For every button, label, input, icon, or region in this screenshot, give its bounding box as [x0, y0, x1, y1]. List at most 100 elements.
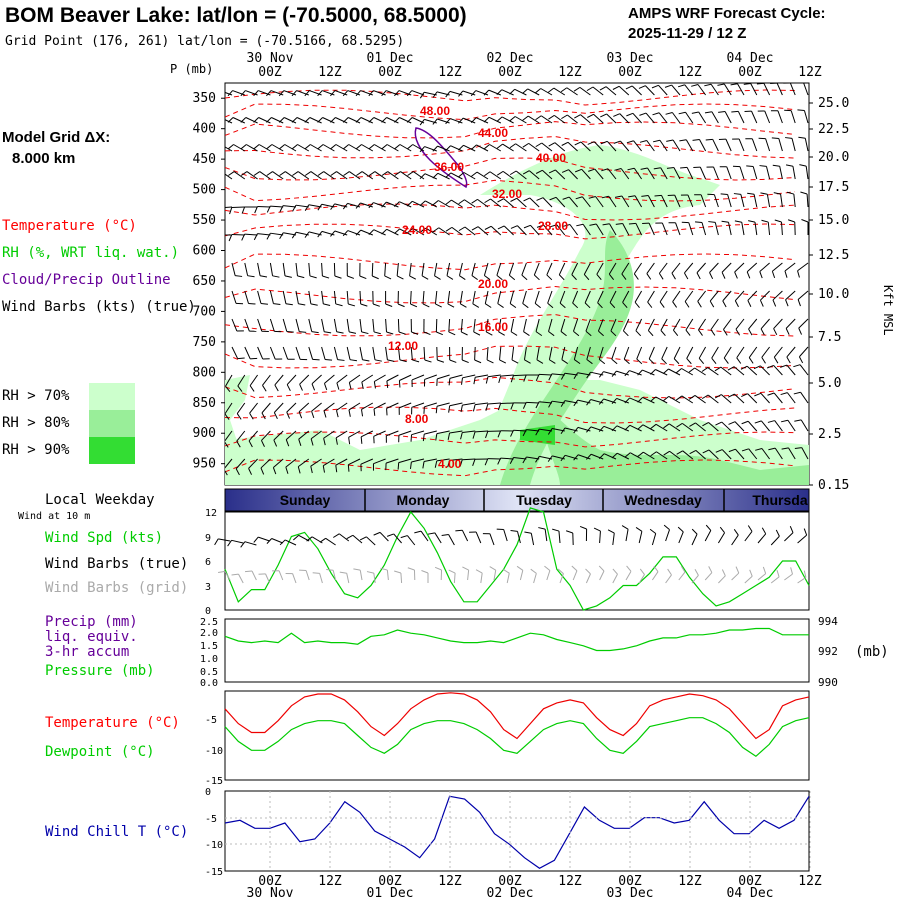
pressure-panel-frame [224, 618, 810, 683]
wind-barb [258, 144, 271, 152]
wind-barb-flag [254, 206, 258, 214]
wind-barb [308, 318, 313, 332]
wind-barb-flag [266, 90, 272, 97]
wind-barb-flag [672, 301, 678, 308]
wind-barb [645, 112, 655, 124]
wind-barb-flag [708, 221, 716, 223]
wind-barb [298, 430, 310, 440]
wind-barb [308, 204, 322, 208]
wind-barb-flag [736, 357, 742, 364]
wind-barb [372, 346, 376, 360]
wind-barb-flag [611, 370, 617, 377]
wind-barb-flag [562, 196, 570, 200]
wind-barb-flag [381, 171, 389, 176]
wind-barb [561, 346, 566, 360]
wind-barb [488, 116, 502, 124]
wind-barb-flag [498, 331, 505, 336]
wind-barb-flag [432, 200, 439, 206]
wind-barb [548, 318, 553, 332]
temperature-contour [225, 313, 796, 337]
wind-barb-flag [799, 164, 807, 167]
wind-barb-grid-flag [735, 566, 740, 574]
wind-barb-flag [586, 359, 593, 365]
wind-barb-flag [435, 433, 438, 441]
wind-barb [464, 199, 476, 208]
wind-barb [232, 117, 246, 124]
wind-barb-true-flag [373, 531, 381, 536]
wind-barb-flag [561, 359, 568, 364]
temperature-contour-label: 8.00 [405, 412, 429, 426]
wind-barb-flag [664, 84, 672, 88]
wind-barb-flag [680, 166, 688, 169]
wind-barb-true-flag [579, 525, 587, 530]
wind-barb-flag [698, 357, 705, 365]
wind-barb-flag [663, 423, 670, 429]
wind-barb-flag [272, 467, 277, 475]
wind-barb [721, 421, 732, 432]
wind-barb-flag [394, 90, 400, 97]
wind-barb-flag [459, 459, 463, 467]
series-line-1 [224, 717, 810, 758]
wind-barb-true [338, 533, 350, 542]
wind-barb [568, 169, 578, 180]
wind-barb-flag [648, 358, 655, 365]
wind-barb-flag [798, 327, 803, 335]
wind-barb-true [797, 534, 807, 544]
wind-barb-flag [434, 275, 441, 280]
wind-barb-true [218, 538, 231, 542]
pressure-tick-label: 600 [193, 244, 216, 259]
wind-barb [438, 200, 450, 208]
wind-barb [413, 171, 425, 180]
wind-barb [801, 447, 809, 460]
wind-barb [373, 117, 386, 124]
legend-wind-barbs-grid: Wind Barbs (grid) [45, 580, 188, 596]
wind-barb [773, 392, 783, 404]
wind-barb-flag [334, 275, 342, 279]
wind-barb [297, 171, 310, 180]
wind-barb [225, 146, 233, 152]
wind-barb [673, 167, 681, 180]
wind-barb [672, 290, 681, 302]
wind-barb [773, 318, 783, 329]
wind-barb-flag [598, 426, 605, 432]
wind-barb-flag [361, 381, 364, 389]
wind-barb [335, 144, 348, 152]
wind-barb [311, 374, 322, 385]
wind-chill-panel-frame [224, 790, 810, 872]
temperature-panel-frame [224, 690, 810, 781]
wind-barb-flag [445, 226, 453, 232]
wind-barb-grid [546, 570, 551, 581]
wind-barb-flag [636, 358, 643, 365]
wind-barb-true [784, 532, 794, 542]
wind-barb-flag [611, 358, 618, 365]
wind-barb-flag [624, 424, 631, 431]
precip-tick-label: 1.5 [200, 641, 218, 652]
wind-barb [386, 402, 399, 409]
wind-barb [632, 113, 642, 124]
wind-barb-flag [419, 146, 425, 153]
wind-barb-grid-flag [557, 568, 564, 574]
temperature-contour [225, 121, 796, 139]
wind-barb-flag [248, 302, 256, 305]
wind-barb-flag [524, 359, 531, 364]
wind-barb-flag [458, 226, 466, 232]
wind-barb-true-flag [719, 526, 725, 534]
wind-barb-flag [470, 90, 477, 97]
wind-barb [774, 447, 783, 460]
wind-barb-flag [368, 171, 376, 176]
wind-barb [635, 318, 643, 331]
wind-barb [698, 318, 707, 331]
wind-barb [310, 144, 322, 152]
wind-barb [257, 318, 263, 332]
wind-barb-flag [785, 328, 790, 335]
wind-barb-flag [535, 169, 543, 174]
wind-barb [622, 223, 630, 236]
wind-barb [295, 346, 301, 360]
wind-barb-flag [253, 117, 259, 123]
wind-barb-flag [337, 359, 345, 361]
wind-barb [248, 458, 258, 469]
wind-barb [681, 395, 694, 404]
bottom-time-label: 12Z [318, 874, 342, 889]
wind-barb-flag [721, 272, 726, 279]
wind-barb [321, 318, 325, 332]
